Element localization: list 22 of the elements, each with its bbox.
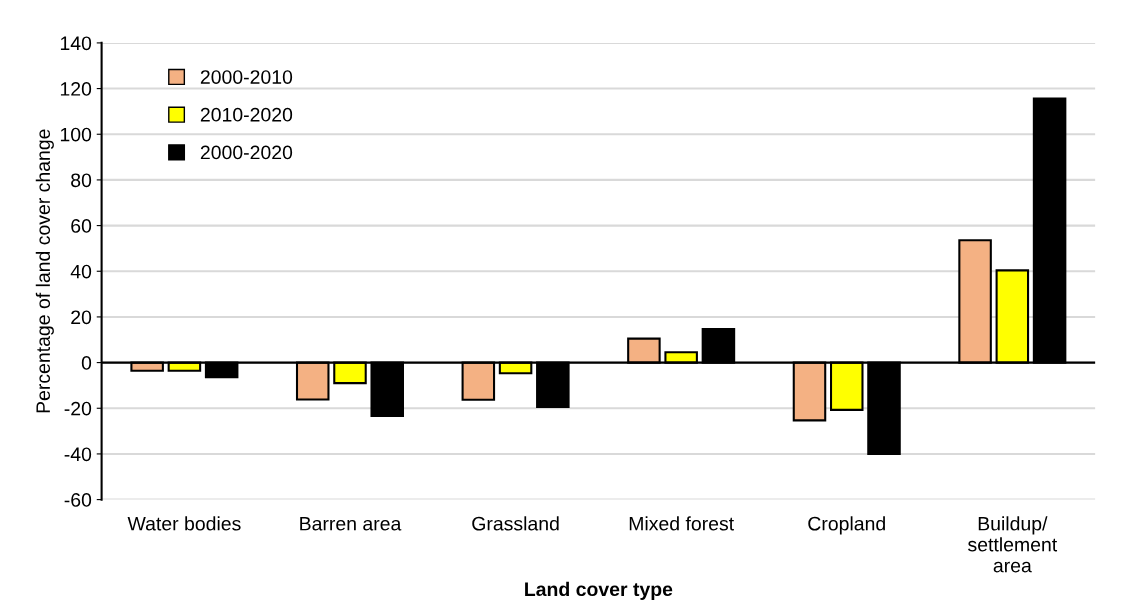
- y-tick-label: -40: [64, 447, 92, 462]
- y-tick-label: 120: [60, 82, 92, 96]
- y-tick-label: 60: [71, 219, 92, 233]
- x-tick-label: Cropland: [808, 516, 885, 535]
- y-tick-label: 20: [71, 310, 92, 325]
- x-tick-label: Buildup/ settlement area: [968, 516, 1058, 573]
- y-tick-label: 100: [60, 127, 92, 142]
- legend-label: 2000-2020: [200, 145, 293, 160]
- legend-label: 2010-2020: [200, 107, 293, 122]
- x-axis-title: Land cover type: [525, 581, 673, 600]
- y-axis-title: Percentage of land cover change: [35, 129, 54, 413]
- x-tick-label: Water bodies: [127, 516, 241, 531]
- y-tick-label: 0: [81, 356, 92, 370]
- legend-label: 2000-2010: [200, 70, 293, 84]
- y-tick-label: 40: [70, 264, 92, 279]
- x-tick-label: Grassland: [472, 516, 559, 531]
- x-tick-label: Mixed forest: [629, 516, 734, 531]
- y-tick-label: -60: [64, 493, 92, 507]
- x-tick-label: Barren area: [300, 516, 402, 531]
- y-tick-label: -20: [64, 401, 92, 416]
- y-tick-label: 140: [60, 36, 92, 51]
- y-tick-label: 80: [71, 173, 92, 188]
